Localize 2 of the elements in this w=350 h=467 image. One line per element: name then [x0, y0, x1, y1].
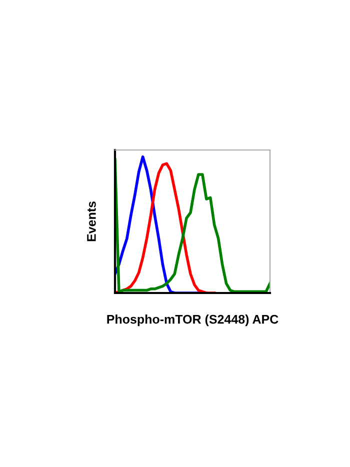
- y-axis-title: Events: [87, 202, 96, 242]
- x-axis-title: Phospho-mTOR (S2448) APC: [107, 314, 278, 326]
